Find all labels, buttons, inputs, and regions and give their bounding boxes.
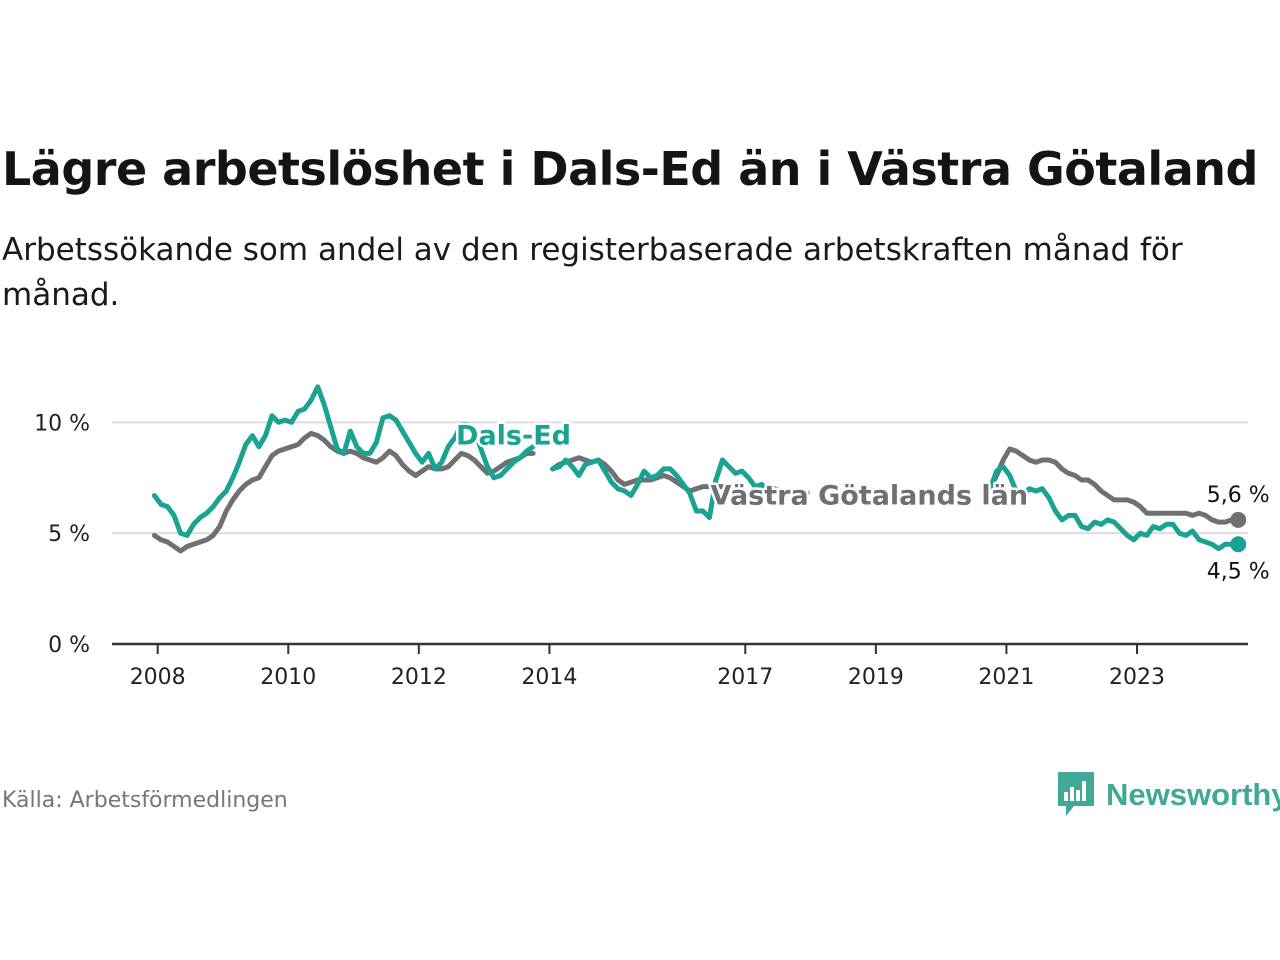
- x-tick-label: 2023: [1109, 665, 1165, 690]
- x-tick-label: 2008: [130, 665, 186, 690]
- x-tick-label: 2012: [391, 665, 447, 690]
- brand-name: Newsworthy: [1106, 777, 1280, 812]
- series-name-label-vastra_gotaland: Västra Götalands län: [711, 480, 1029, 511]
- series-line-dals_ed: [550, 457, 791, 521]
- series-line-vastra_gotaland: [550, 455, 738, 494]
- end-value-label-vastra_gotaland: 5,6 %: [1207, 483, 1270, 508]
- y-tick-label: 5 %: [48, 522, 90, 547]
- series-line-dals_ed: [151, 384, 536, 538]
- series-lines: [151, 384, 1247, 554]
- chart-title: Lägre arbetslöshet i Dals-Ed än i Västra…: [2, 142, 1258, 196]
- newsworthy-logo-icon: [1058, 772, 1094, 816]
- chart-subtitle: Arbetssökande som andel av den registerb…: [2, 232, 1183, 313]
- series-name-label-dals_ed: Dals-Ed: [456, 421, 571, 452]
- y-tick-label: 10 %: [34, 411, 90, 436]
- end-point-dals_ed: [1230, 536, 1247, 553]
- series-line-dals_ed: [987, 464, 1241, 552]
- series-line-vastra_gotaland: [987, 446, 1241, 525]
- x-tick-label: 2019: [848, 665, 904, 690]
- end-point-vastra_gotaland: [1230, 511, 1247, 528]
- x-tick-label: 2017: [717, 665, 773, 690]
- series-line-dals_ed: [798, 490, 810, 503]
- source-note: Källa: Arbetsförmedlingen: [2, 788, 288, 813]
- axes: 0 % 5 % 10 % 2008 2010 2012 2014 2017 2019 2021 20…: [34, 411, 1248, 690]
- brand-logo: Newsworthy: [1058, 772, 1280, 818]
- y-tick-label: 0 %: [48, 633, 90, 658]
- line-chart: 0 % 5 % 10 % 2008 2010 2012 2014 2017 2019 2021 20…: [34, 384, 1270, 690]
- x-tick-label: 2010: [260, 665, 316, 690]
- gridlines: [112, 421, 1248, 535]
- x-tick-label: 2021: [978, 665, 1034, 690]
- series-labels: 5,6 % 4,5 % Dals-Ed Västra Götalands län: [454, 418, 1270, 584]
- x-tick-label: 2014: [521, 665, 577, 690]
- end-value-label-dals_ed: 4,5 %: [1207, 559, 1270, 584]
